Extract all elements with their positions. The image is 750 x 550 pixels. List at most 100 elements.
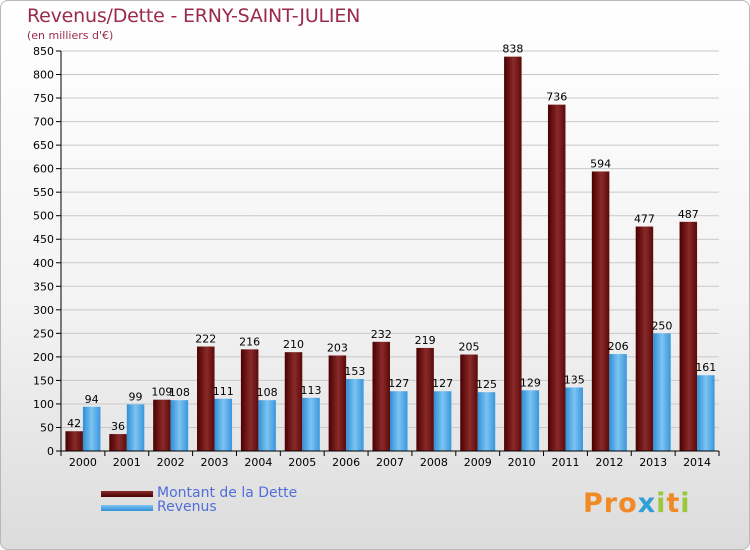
bar-revenue <box>82 406 101 451</box>
bar-revenue <box>521 390 540 451</box>
bar-debt <box>372 341 390 451</box>
bar-revenue <box>477 392 496 451</box>
x-tick-label: 2009 <box>464 456 492 469</box>
data-label-debt: 203 <box>327 341 348 354</box>
y-tick-label: 550 <box>33 186 54 199</box>
bar-revenue <box>433 391 452 451</box>
bar-revenue <box>390 391 408 451</box>
y-tick-label: 250 <box>33 327 54 340</box>
y-tick-label: 50 <box>40 421 54 434</box>
bar-debt <box>109 434 127 451</box>
bar-debt <box>591 171 610 451</box>
x-tick-label: 2010 <box>508 456 536 469</box>
data-label-debt: 109 <box>151 386 172 399</box>
x-tick-label: 2014 <box>683 456 711 469</box>
x-tick-label: 2000 <box>69 456 97 469</box>
y-tick-label: 300 <box>33 304 54 317</box>
data-label-debt: 36 <box>111 420 125 433</box>
bar-debt <box>65 431 83 451</box>
bar-revenue <box>214 398 233 451</box>
data-label-revenue: 161 <box>695 361 716 374</box>
data-label-revenue: 113 <box>301 384 322 397</box>
bar-revenue <box>609 354 627 451</box>
y-tick-label: 200 <box>33 351 54 364</box>
y-tick-label: 850 <box>33 45 54 58</box>
x-tick-label: 2002 <box>157 456 185 469</box>
data-label-debt: 487 <box>678 208 699 221</box>
data-label-revenue: 135 <box>564 373 585 386</box>
proxiti-logo: Proxiti <box>583 488 691 519</box>
data-label-revenue: 250 <box>651 319 672 332</box>
y-tick-label: 150 <box>33 374 54 387</box>
x-tick-label: 2003 <box>201 456 229 469</box>
data-label-revenue: 108 <box>257 386 278 399</box>
data-label-debt: 216 <box>239 335 260 348</box>
y-tick-label: 500 <box>33 210 54 223</box>
data-label-revenue: 111 <box>213 385 234 398</box>
data-label-revenue: 94 <box>85 393 99 406</box>
bar-revenue <box>258 400 276 451</box>
bar-debt <box>635 226 654 451</box>
bar-debt <box>504 56 522 451</box>
data-label-revenue: 206 <box>608 340 629 353</box>
y-tick-label: 800 <box>33 69 54 82</box>
y-tick-label: 0 <box>47 445 54 458</box>
chart-subtitle: (en milliers d'€) <box>27 29 114 42</box>
data-label-revenue: 108 <box>169 386 190 399</box>
data-label-debt: 736 <box>546 91 567 104</box>
y-tick-label: 450 <box>33 233 54 246</box>
data-label-debt: 219 <box>415 334 436 347</box>
legend-label-revenue: Revenus <box>157 499 217 515</box>
y-tick-label: 350 <box>33 280 54 293</box>
y-tick-label: 600 <box>33 163 54 176</box>
x-tick-label: 2004 <box>244 456 272 469</box>
data-label-debt: 42 <box>67 417 81 430</box>
bar-revenue <box>302 397 320 451</box>
bar-revenue <box>170 400 189 451</box>
x-tick-label: 2008 <box>420 456 448 469</box>
x-tick-label: 2006 <box>332 456 360 469</box>
bar-debt <box>197 346 215 451</box>
bar-debt <box>240 349 259 451</box>
data-label-debt: 222 <box>195 333 216 346</box>
legend-swatch-revenue <box>101 505 153 511</box>
bar-debt <box>460 354 478 451</box>
y-tick-label: 650 <box>33 139 54 152</box>
y-tick-label: 400 <box>33 257 54 270</box>
data-label-revenue: 125 <box>476 378 497 391</box>
bar-revenue <box>653 333 671 451</box>
bar-revenue <box>346 379 364 451</box>
data-label-debt: 210 <box>283 338 304 351</box>
x-tick-label: 2011 <box>551 456 579 469</box>
y-tick-label: 700 <box>33 116 54 129</box>
x-tick-label: 2007 <box>376 456 404 469</box>
data-label-revenue: 129 <box>520 376 541 389</box>
x-tick-label: 2005 <box>288 456 316 469</box>
bar-revenue <box>565 387 583 451</box>
data-label-revenue: 153 <box>344 365 365 378</box>
data-label-debt: 205 <box>458 341 479 354</box>
y-tick-label: 750 <box>33 92 54 105</box>
bar-debt <box>284 352 303 451</box>
data-label-revenue: 127 <box>432 377 453 390</box>
bar-debt <box>153 399 171 451</box>
x-tick-label: 2001 <box>113 456 141 469</box>
bar-debt <box>547 104 566 451</box>
bar-debt <box>679 221 698 451</box>
data-label-debt: 232 <box>371 328 392 341</box>
data-label-revenue: 99 <box>129 390 143 403</box>
bar-revenue <box>697 375 715 451</box>
bar-debt <box>328 355 347 451</box>
bar-revenue <box>126 404 145 451</box>
y-tick-label: 100 <box>33 398 54 411</box>
legend-label-debt: Montant de la Dette <box>157 485 298 501</box>
data-label-revenue: 127 <box>388 377 409 390</box>
legend-swatch-debt <box>101 491 153 497</box>
chart-title: Revenus/Dette - ERNY-SAINT-JULIEN <box>27 5 361 27</box>
data-label-debt: 594 <box>590 157 611 170</box>
x-tick-label: 2012 <box>595 456 623 469</box>
data-label-debt: 477 <box>634 213 655 226</box>
bar-debt <box>416 347 434 451</box>
